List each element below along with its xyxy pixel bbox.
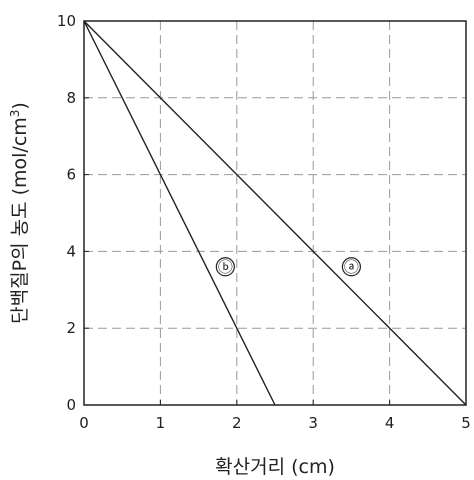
series-line-2: [83, 20, 276, 406]
series-line-1: [83, 20, 467, 406]
x-axis-title: 확산거리 (cm): [215, 456, 335, 478]
y-axis-title: 단백질P의 농도 (mol/cm3): [8, 102, 31, 324]
y-tick-label: 10: [57, 12, 76, 30]
annotation-marker-1: [341, 257, 361, 277]
y-axis-title-superscript: 3: [8, 110, 22, 118]
x-tick-label: 0: [79, 414, 89, 432]
y-tick-label: 8: [66, 89, 76, 107]
grid: [84, 21, 466, 405]
x-axis-ticks: 0 1 2 3 4 5: [79, 400, 471, 432]
series-lines: [83, 20, 467, 406]
y-tick-label: 4: [66, 242, 76, 260]
series-annotations: ⓐⓑ: [215, 257, 361, 277]
y-axis-title-close: ): [9, 102, 31, 109]
y-tick-label: 0: [66, 396, 76, 414]
x-tick-label: 1: [156, 414, 166, 432]
annotation-label-1: ⓐ: [344, 258, 359, 276]
y-tick-label: 2: [66, 319, 76, 337]
y-axis-title-main: 단백질P의 농도 (mol/cm: [9, 117, 31, 324]
annotation-label-2: ⓑ: [218, 258, 233, 276]
x-tick-label: 2: [232, 414, 242, 432]
x-tick-label: 4: [385, 414, 395, 432]
x-tick-label: 3: [308, 414, 318, 432]
y-tick-label: 6: [66, 166, 76, 184]
x-tick-label: 5: [461, 414, 471, 432]
y-axis-ticks: 0 2 4 6 8 10: [57, 12, 89, 414]
annotation-marker-2: [215, 257, 235, 277]
